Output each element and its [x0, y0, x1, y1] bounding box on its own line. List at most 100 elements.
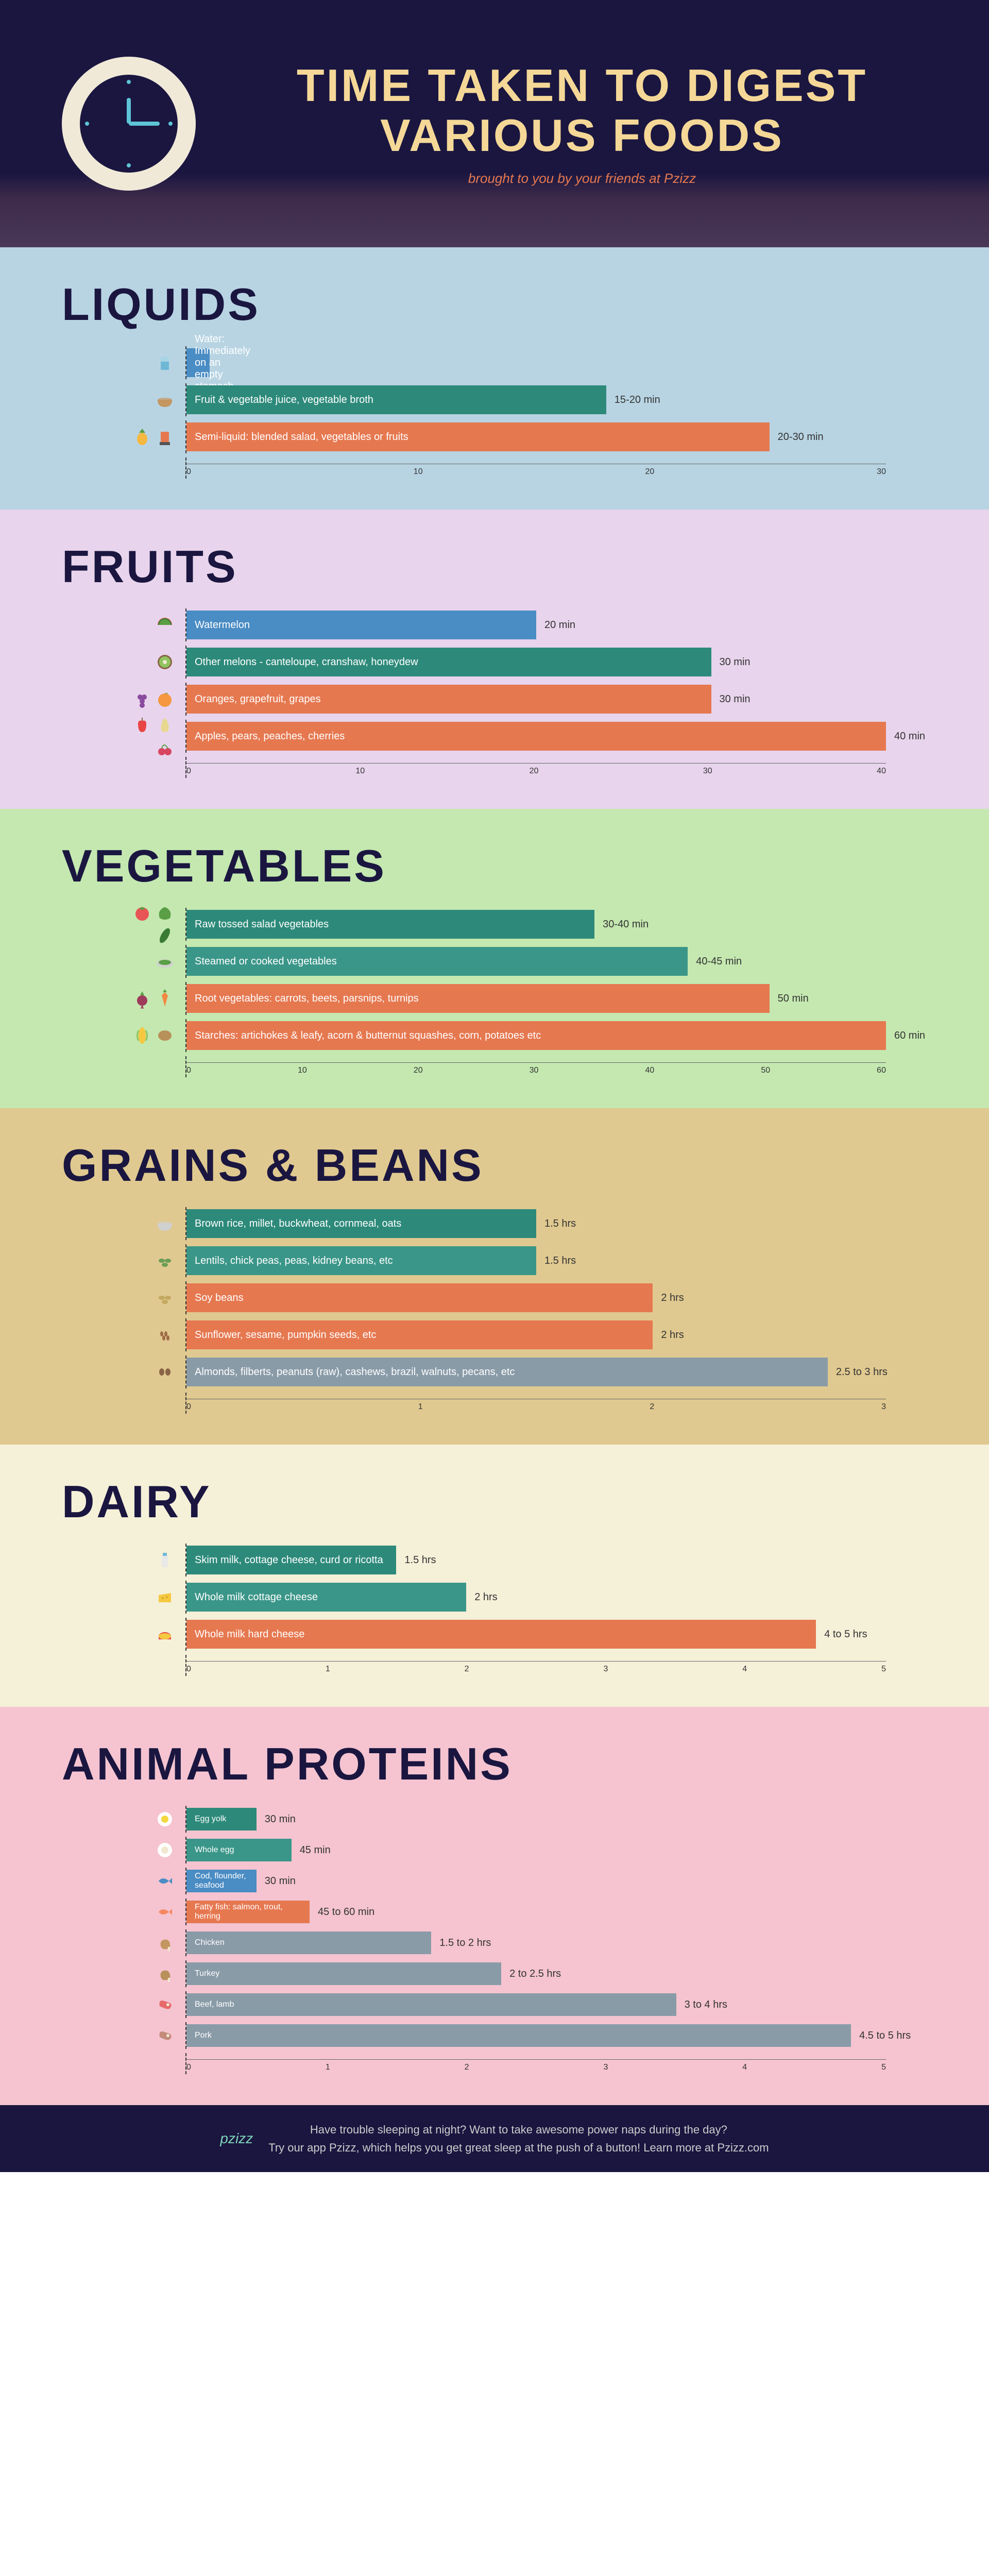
axis-tick: 30 — [530, 1066, 539, 1075]
bar-value: 1.5 to 2 hrs — [439, 1937, 491, 1949]
bar: Fruit & vegetable juice, vegetable broth… — [186, 385, 606, 414]
bar-label: Apples, pears, peaches, cherries — [195, 731, 345, 742]
bar-label: Egg yolk — [195, 1815, 226, 1824]
bar-label: Watermelon — [195, 619, 250, 631]
bar: Egg yolk 30 min — [186, 1808, 257, 1831]
chart-row: Root vegetables: carrots, beets, parsnip… — [185, 982, 886, 1015]
bar-value: 1.5 hrs — [404, 1554, 436, 1566]
row-icons — [113, 2025, 175, 2046]
chart: Skim milk, cottage cheese, curd or ricot… — [0, 1544, 989, 1676]
bar: Other melons - canteloupe, cranshaw, hon… — [186, 648, 711, 676]
bar-value: 20 min — [544, 619, 575, 631]
bar: Skim milk, cottage cheese, curd or ricot… — [186, 1546, 396, 1574]
section-vegetables: VEGETABLES Raw tossed salad vegetables 3… — [0, 809, 989, 1108]
row-icons — [113, 988, 175, 1009]
bar-label: Other melons - canteloupe, cranshaw, hon… — [195, 656, 418, 668]
section-grains-beans: GRAINS & BEANS Brown rice, millet, buckw… — [0, 1108, 989, 1445]
axis-tick: 0 — [186, 1066, 191, 1075]
bar: Chicken 1.5 to 2 hrs — [186, 1931, 431, 1954]
chart-row: Whole egg 45 min — [185, 1837, 886, 1863]
axis-tick: 20 — [645, 467, 654, 477]
bar: Starches: artichokes & leafy, acorn & bu… — [186, 1021, 886, 1050]
bar-value: 4 to 5 hrs — [824, 1629, 867, 1640]
axis: 0102030 — [186, 464, 886, 477]
axis-tick: 10 — [355, 767, 365, 776]
row-icons — [113, 1587, 175, 1607]
row-icons — [113, 689, 175, 709]
footer-line1: Have trouble sleeping at night? Want to … — [268, 2121, 769, 2139]
bar-label: Semi-liquid: blended salad, vegetables o… — [195, 431, 408, 443]
bar-value: 30 min — [265, 1875, 296, 1887]
axis-tick: 4 — [742, 2063, 747, 2072]
chart-row: Raw tossed salad vegetables 30-40 min — [185, 908, 886, 941]
bar-label: Turkey — [195, 1969, 219, 1978]
chart-row: Oranges, grapefruit, grapes 30 min — [185, 683, 886, 716]
bar-label: Raw tossed salad vegetables — [195, 919, 329, 930]
section-title: VEGETABLES — [0, 829, 989, 908]
chart-row: Semi-liquid: blended salad, vegetables o… — [185, 420, 886, 453]
bar-label: Whole milk cottage cheese — [195, 1591, 318, 1603]
footer: pzizz Have trouble sleeping at night? Wa… — [0, 2105, 989, 2172]
bar-label: Skim milk, cottage cheese, curd or ricot… — [195, 1554, 383, 1566]
chart-row: Apples, pears, peaches, cherries 40 min — [185, 720, 886, 753]
bar-label: Fatty fish: salmon, trout, herring — [195, 1903, 310, 1921]
bar: Fatty fish: salmon, trout, herring 45 to… — [186, 1901, 310, 1923]
axis-tick: 10 — [298, 1066, 307, 1075]
section-dairy: DAIRY Skim milk, cottage cheese, curd or… — [0, 1445, 989, 1707]
chart-row: Whole milk hard cheese 4 to 5 hrs — [185, 1618, 886, 1651]
axis: 0102030405060 — [186, 1062, 886, 1075]
footer-line2: Try our app Pzizz, which helps you get g… — [268, 2139, 769, 2157]
chart-row: Beef, lamb 3 to 4 hrs — [185, 1991, 886, 2018]
bar-label: Fruit & vegetable juice, vegetable broth — [195, 394, 373, 406]
header: TIME TAKEN TO DIGEST VARIOUS FOODS broug… — [0, 0, 989, 247]
bar: Beef, lamb 3 to 4 hrs — [186, 1993, 676, 2016]
bar-value: 30 min — [265, 1814, 296, 1825]
axis: 0123 — [186, 1399, 886, 1412]
axis-tick: 2 — [650, 1402, 654, 1412]
bar-value: 2 hrs — [661, 1292, 684, 1304]
axis-tick: 0 — [186, 767, 191, 776]
bar-label: Whole milk hard cheese — [195, 1629, 304, 1640]
section-title: DAIRY — [0, 1465, 989, 1544]
row-icons — [113, 615, 175, 635]
row-icons — [113, 352, 175, 373]
row-icons — [113, 1933, 175, 1953]
axis-tick: 20 — [414, 1066, 423, 1075]
bar: Whole milk hard cheese 4 to 5 hrs — [186, 1620, 816, 1649]
axis-tick: 0 — [186, 1402, 191, 1412]
row-icons — [113, 951, 175, 972]
axis: 012345 — [186, 1661, 886, 1674]
axis-tick: 0 — [186, 467, 191, 477]
chart-row: Turkey 2 to 2.5 hrs — [185, 1960, 886, 1987]
row-icons — [113, 1362, 175, 1382]
chart-row: Steamed or cooked vegetables 40-45 min — [185, 945, 886, 978]
chart: Raw tossed salad vegetables 30-40 min St… — [0, 908, 989, 1077]
axis-tick: 3 — [603, 2063, 608, 2072]
row-icons — [113, 1250, 175, 1271]
section-title: ANIMAL PROTEINS — [0, 1727, 989, 1806]
bar: Apples, pears, peaches, cherries 40 min — [186, 722, 886, 751]
bar: Turkey 2 to 2.5 hrs — [186, 1962, 501, 1985]
chart-row: Starches: artichokes & leafy, acorn & bu… — [185, 1019, 886, 1052]
bar: Brown rice, millet, buckwheat, cornmeal,… — [186, 1209, 536, 1238]
chart-row: Lentils, chick peas, peas, kidney beans,… — [185, 1244, 886, 1277]
chart-row: Brown rice, millet, buckwheat, cornmeal,… — [185, 1207, 886, 1240]
axis-tick: 3 — [881, 1402, 886, 1412]
chart-row: Almonds, filberts, peanuts (raw), cashew… — [185, 1355, 886, 1388]
bar-value: 2.5 to 3 hrs — [836, 1366, 888, 1378]
bar-label: Sunflower, sesame, pumpkin seeds, etc — [195, 1329, 376, 1341]
bar-label: Chicken — [195, 1938, 225, 1947]
footer-logo: pzizz — [220, 2127, 253, 2150]
axis-tick: 1 — [326, 1665, 330, 1674]
bar-label: Lentils, chick peas, peas, kidney beans,… — [195, 1255, 393, 1267]
axis-tick: 20 — [530, 767, 539, 776]
axis-tick: 5 — [881, 2063, 886, 2072]
bar-label: Root vegetables: carrots, beets, parsnip… — [195, 993, 419, 1005]
axis-tick: 40 — [645, 1066, 654, 1075]
axis-tick: 4 — [742, 1665, 747, 1674]
bar-label: Soy beans — [195, 1292, 244, 1304]
bar: Watermelon 20 min — [186, 611, 536, 639]
bar-value: 3 to 4 hrs — [685, 1999, 727, 2011]
axis-tick: 40 — [877, 767, 886, 776]
section-liquids: LIQUIDS Water: Immediately on an empty s… — [0, 247, 989, 510]
